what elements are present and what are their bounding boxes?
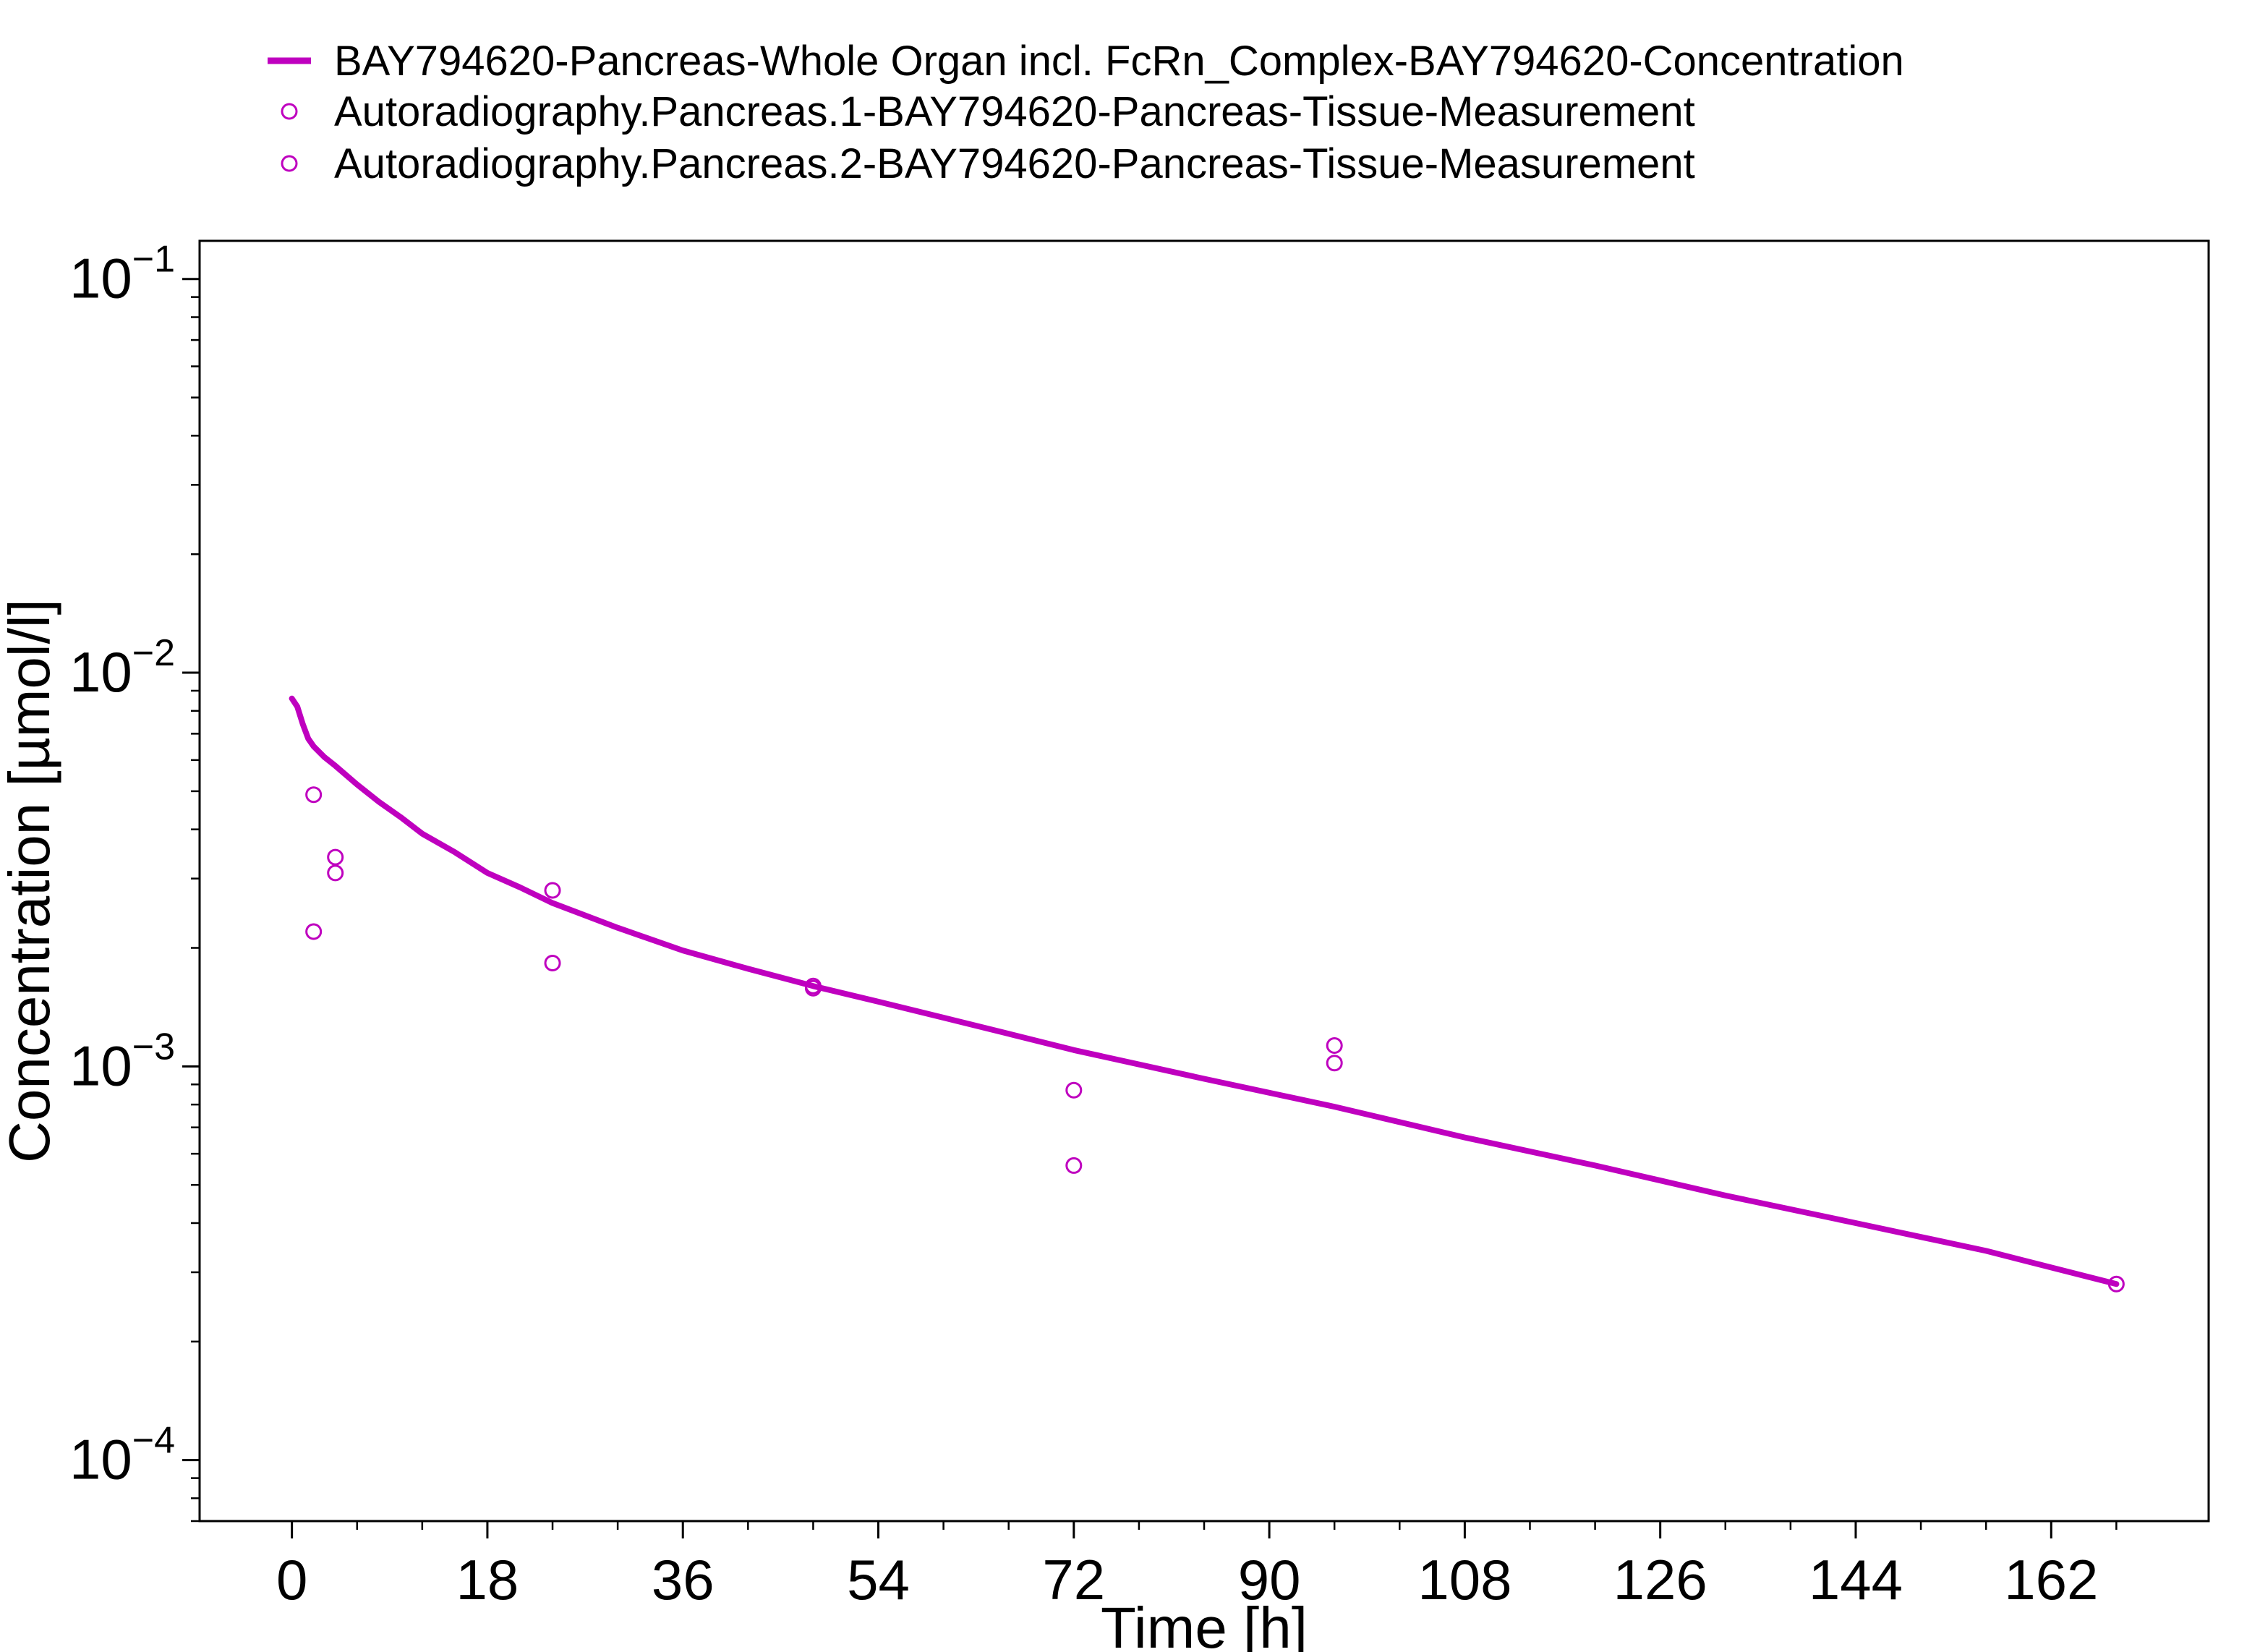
x-tick-label: 54 <box>847 1548 910 1611</box>
measurement-2-point <box>804 979 822 997</box>
measurement-2-point <box>544 955 561 972</box>
measurement-1-point <box>305 786 323 804</box>
x-tick-label: 144 <box>1809 1548 1903 1611</box>
x-tick-label: 162 <box>2004 1548 2098 1611</box>
simulation-line <box>289 695 2120 1287</box>
measurement-2-point <box>1326 1055 1343 1072</box>
measurement-1-point <box>1326 1036 1343 1054</box>
y-tick-label-base: 10 <box>69 1428 132 1491</box>
legend-marker-measurement-1 <box>281 103 298 120</box>
legend-label-measurement-2: Autoradiography.Pancreas.2-BAY794620-Pan… <box>334 140 1695 187</box>
y-tick-label: 10−3 <box>69 1026 175 1097</box>
x-tick-label: 0 <box>276 1548 307 1611</box>
x-axis-title: Time [h] <box>1101 1596 1308 1652</box>
legend-label-simulation: BAY794620-Pancreas-Whole Organ incl. FcR… <box>334 38 1904 85</box>
y-tick-label-exponent: −2 <box>132 632 175 674</box>
measurement-2-point <box>327 864 344 882</box>
x-tick-label: 108 <box>1417 1548 1511 1611</box>
legend: BAY794620-Pancreas-Whole Organ incl. FcR… <box>268 38 1904 187</box>
y-axis-title: Concentration [µmol/l] <box>0 599 61 1163</box>
measurement-2-point <box>1065 1157 1083 1174</box>
y-tick-label: 10−2 <box>69 632 175 704</box>
y-axis: 10−110−210−310−4 <box>69 239 200 1523</box>
y-tick-label-base: 10 <box>69 1034 132 1097</box>
x-tick-label: 126 <box>1613 1548 1707 1611</box>
x-tick-label: 36 <box>652 1548 715 1611</box>
y-tick-label: 10−1 <box>69 239 175 310</box>
y-tick-label-base: 10 <box>69 640 132 704</box>
x-tick-label: 90 <box>1238 1548 1301 1611</box>
measurement-1-point <box>327 848 344 866</box>
x-axis: 0 18 36 54 72 90 108 126 144 162 <box>276 1521 2118 1611</box>
measurement-1-point <box>2107 1275 2125 1293</box>
y-tick-label-exponent: −1 <box>132 239 175 281</box>
legend-marker-measurement-2 <box>281 155 298 172</box>
y-tick-label-exponent: −3 <box>132 1026 175 1068</box>
series-layer <box>289 695 2125 1293</box>
measurement-1-point <box>1065 1081 1083 1099</box>
y-tick-label-exponent: −4 <box>132 1420 175 1462</box>
x-tick-label: 18 <box>456 1548 519 1611</box>
y-tick-label: 10−4 <box>69 1420 175 1491</box>
measurement-2-point <box>305 923 323 940</box>
y-tick-label-base: 10 <box>69 247 132 310</box>
measurement-1-point <box>544 882 561 899</box>
x-tick-label: 72 <box>1042 1548 1105 1611</box>
legend-label-measurement-1: Autoradiography.Pancreas.1-BAY794620-Pan… <box>334 88 1695 135</box>
